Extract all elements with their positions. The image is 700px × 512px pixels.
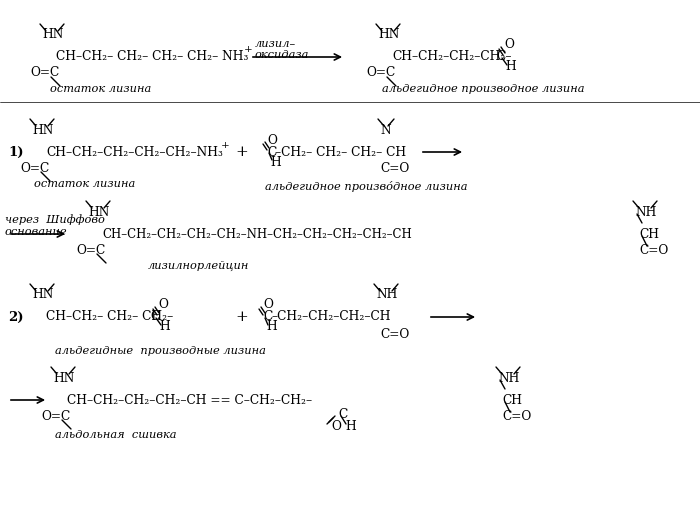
Text: 1): 1) [8,145,24,159]
Text: O: O [504,38,514,52]
Text: CH–CH₂–CH₂–CH₂–CH₂–NH–CH₂–CH₂–CH₂–CH₂–CH: CH–CH₂–CH₂–CH₂–CH₂–NH–CH₂–CH₂–CH₂–CH₂–CH [102,227,412,241]
Text: +: + [221,140,230,150]
Text: C: C [338,408,347,420]
Text: C=O: C=O [380,162,410,176]
Text: +: + [244,46,253,54]
Text: альдегидное произвóдное лизина: альдегидное произвóдное лизина [265,181,468,191]
Text: O: O [331,419,341,433]
Text: 2): 2) [8,310,24,324]
Text: лизилнорлейцин: лизилнорлейцин [148,261,249,271]
Text: NH: NH [376,288,398,302]
Text: оксидаза: оксидаза [255,50,309,60]
Text: +: + [236,145,248,159]
Text: CH–CH₂– CH₂– CH₂–: CH–CH₂– CH₂– CH₂– [46,310,174,324]
Text: NH: NH [635,205,657,219]
Text: –CH₂–CH₂–CH₂–CH: –CH₂–CH₂–CH₂–CH [271,310,391,324]
Text: основание: основание [5,227,68,237]
Text: O: O [263,298,273,311]
Text: +: + [236,310,248,324]
Text: CH–CH₂– CH₂– CH₂– CH₂– NH₃: CH–CH₂– CH₂– CH₂– CH₂– NH₃ [56,51,248,63]
Text: C=O: C=O [639,245,668,258]
Text: O=C: O=C [20,161,49,175]
Text: O=C: O=C [41,410,70,422]
Text: O=C: O=C [76,244,105,257]
Text: альдольная  сшивка: альдольная сшивка [55,430,176,440]
Text: O: O [158,298,168,311]
Text: CH–CH₂–CH₂–CH₂–CH₂–NH₃: CH–CH₂–CH₂–CH₂–CH₂–NH₃ [46,145,223,159]
Text: C: C [496,51,505,63]
Text: C: C [263,310,272,324]
Text: CH–CH₂–CH₂–CH₂–: CH–CH₂–CH₂–CH₂– [392,51,512,63]
Text: N: N [380,123,391,137]
Text: CH: CH [639,227,659,241]
Text: H: H [266,321,276,333]
Text: O=C: O=C [366,67,396,79]
Text: H: H [505,60,516,74]
Text: HN: HN [42,29,64,41]
Text: C: C [267,145,276,159]
Text: остаток лизина: остаток лизина [50,84,151,94]
Text: –CH₂– CH₂– CH₂– CH: –CH₂– CH₂– CH₂– CH [275,145,406,159]
Text: альдегидные  производные лизина: альдегидные производные лизина [55,346,266,356]
Text: CH–CH₂–CH₂–CH₂–CH == C–CH₂–CH₂–: CH–CH₂–CH₂–CH₂–CH == C–CH₂–CH₂– [67,394,312,407]
Text: O: O [267,134,277,146]
Text: C: C [150,310,160,324]
Text: HN: HN [378,29,400,41]
Text: через  Шиффово: через Шиффово [5,215,105,225]
Text: H: H [270,156,281,168]
Text: альдегидное производное лизина: альдегидное производное лизина [382,84,584,94]
Text: C=O: C=O [502,411,531,423]
Text: лизил–: лизил– [255,39,296,49]
Text: CH: CH [502,394,522,407]
Text: HN: HN [88,205,109,219]
Text: NH: NH [498,372,519,385]
Text: C=O: C=O [380,328,410,340]
Text: HN: HN [32,288,53,302]
Text: H: H [159,321,169,333]
Text: остаток лизина: остаток лизина [34,179,135,189]
Text: HN: HN [32,123,53,137]
Text: O=C: O=C [30,67,60,79]
Text: HN: HN [53,372,74,385]
Text: H: H [345,419,356,433]
